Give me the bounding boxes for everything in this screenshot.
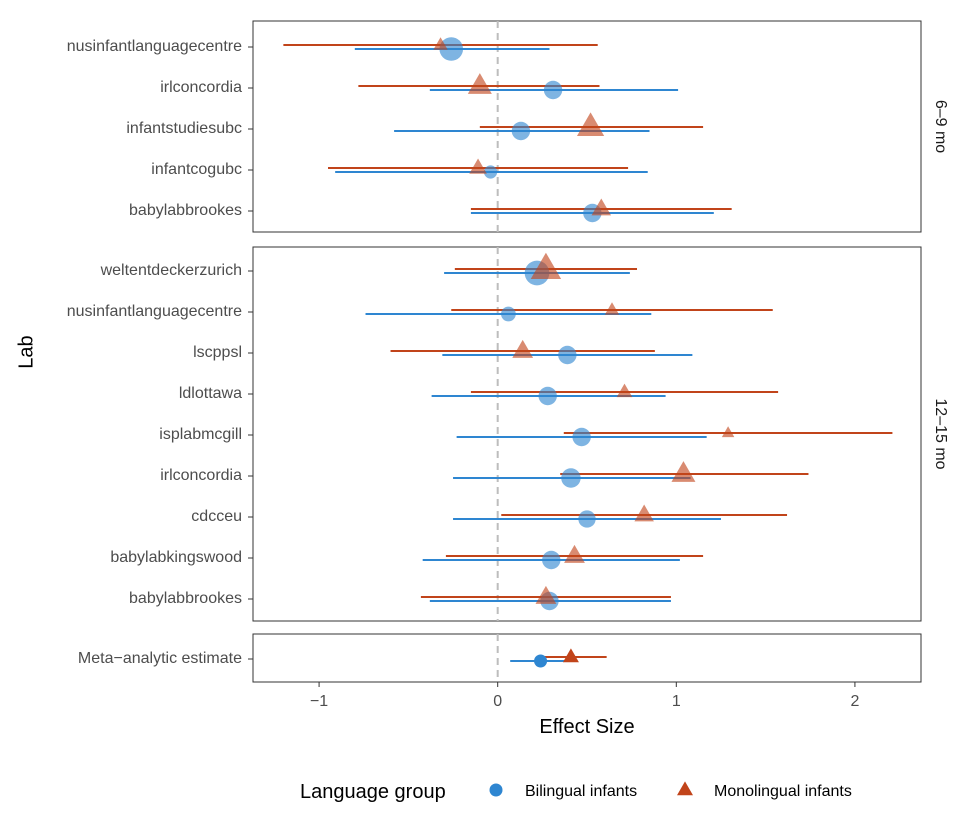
- x-tick-label: 2: [850, 693, 859, 710]
- panel-0: 6–9 mo nusinfantlanguagecentre irlconcordi…: [67, 20, 949, 233]
- lab-label: nusinfantlanguagecentre: [67, 38, 242, 55]
- bilingual-point: [439, 37, 464, 61]
- lab-row: lscppsl: [193, 339, 693, 365]
- lab-label: babylabbrookes: [129, 590, 242, 607]
- legend-title: Language group: [300, 781, 446, 803]
- lab-row: ldlottawa: [179, 383, 779, 406]
- monolingual-point: [671, 461, 696, 482]
- lab-label: isplabmcgill: [159, 426, 242, 443]
- bilingual-point: [561, 468, 581, 488]
- lab-label: cdcceu: [191, 508, 242, 525]
- facet-strip-label: 6–9 mo: [932, 100, 949, 153]
- lab-label: ldlottawa: [179, 385, 242, 402]
- lab-label: babylabkingswood: [110, 549, 242, 566]
- bilingual-point: [578, 510, 596, 528]
- legend-item-bilingual: Bilingual infants: [489, 783, 637, 800]
- monolingual-point: [467, 73, 492, 94]
- monolingual-point: [591, 198, 612, 216]
- lab-row: irlconcordia: [160, 461, 809, 488]
- bilingual-point: [572, 427, 591, 447]
- bilingual-point: [483, 165, 498, 179]
- lab-row: cdcceu: [191, 504, 788, 528]
- legend-monolingual-label: Monolingual infants: [714, 783, 852, 800]
- monolingual-point: [634, 504, 654, 522]
- lab-row: weltentdeckerzurich: [100, 252, 638, 286]
- bilingual-point: [542, 550, 561, 570]
- bilingual-point: [558, 345, 577, 365]
- monolingual-point: [564, 544, 585, 563]
- lab-label: irlconcordia: [160, 79, 242, 96]
- monolingual-point: [576, 112, 605, 136]
- monolingual-point: [530, 252, 562, 279]
- x-tick-label: 0: [493, 693, 502, 710]
- lab-row: babylabkingswood: [110, 544, 704, 570]
- facet-strip-label: 12–15 mo: [932, 398, 949, 469]
- x-tick-label: 1: [672, 693, 681, 710]
- lab-label: Meta−analytic estimate: [78, 650, 242, 667]
- bilingual-point: [543, 80, 563, 100]
- lab-row: nusinfantlanguagecentre: [67, 302, 773, 322]
- lab-row: babylabbrookes: [129, 198, 732, 223]
- monolingual-point: [721, 426, 735, 438]
- panel-2: Meta−analytic estimate: [78, 633, 922, 683]
- lab-row: babylabbrookes: [129, 585, 671, 611]
- legend-bilingual-key: [489, 783, 503, 797]
- lab-label: lscppsl: [193, 344, 242, 361]
- lab-row: irlconcordia: [160, 73, 679, 100]
- x-tick-label: −1: [310, 693, 328, 710]
- bilingual-point: [511, 121, 531, 141]
- lab-row: infantstudiesubc: [126, 112, 704, 141]
- monolingual-point: [616, 383, 633, 398]
- panel-1: 12–15 mo weltentdeckerzurich nusinfantlang…: [67, 246, 949, 622]
- monolingual-point: [562, 648, 579, 663]
- bilingual-point: [534, 654, 548, 668]
- legend-monolingual-key: [677, 781, 693, 796]
- lab-row: isplabmcgill: [159, 426, 893, 447]
- lab-row: Meta−analytic estimate: [78, 648, 607, 668]
- y-axis-title: Lab: [15, 335, 37, 368]
- monolingual-point: [604, 302, 620, 315]
- bilingual-point: [538, 386, 557, 406]
- lab-row: infantcogubc: [151, 158, 648, 179]
- bilingual-point: [501, 306, 516, 322]
- lab-row: nusinfantlanguagecentre: [67, 37, 598, 61]
- monolingual-point: [535, 585, 557, 604]
- monolingual-point: [433, 37, 448, 50]
- monolingual-point: [469, 158, 487, 174]
- lab-label: nusinfantlanguagecentre: [67, 303, 242, 320]
- monolingual-point: [512, 339, 534, 358]
- legend-bilingual-label: Bilingual infants: [525, 783, 637, 800]
- lab-label: babylabbrookes: [129, 202, 242, 219]
- legend-item-monolingual: Monolingual infants: [677, 781, 852, 800]
- lab-label: infantstudiesubc: [126, 120, 242, 137]
- x-axis-title: Effect Size: [539, 716, 634, 738]
- lab-label: infantcogubc: [151, 161, 242, 178]
- lab-label: irlconcordia: [160, 467, 242, 484]
- lab-label: weltentdeckerzurich: [100, 262, 242, 279]
